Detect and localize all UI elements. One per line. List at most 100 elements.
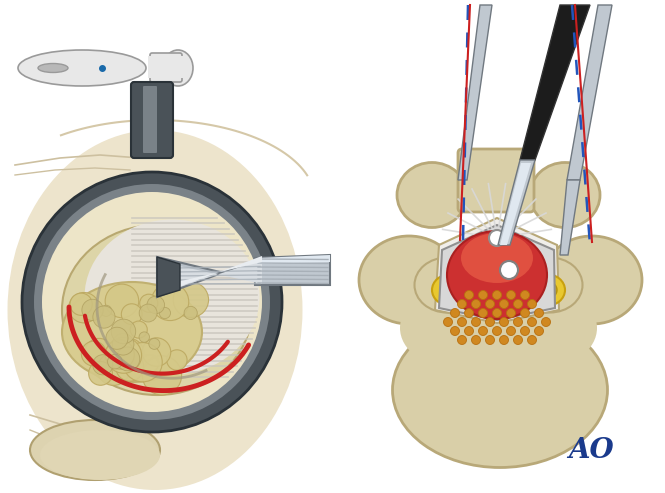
Ellipse shape	[30, 420, 160, 480]
Circle shape	[527, 317, 537, 326]
Circle shape	[68, 292, 99, 323]
Circle shape	[149, 338, 160, 350]
Circle shape	[147, 296, 164, 314]
Circle shape	[464, 326, 473, 336]
Ellipse shape	[400, 288, 510, 368]
Ellipse shape	[7, 130, 303, 490]
Circle shape	[507, 326, 515, 336]
Ellipse shape	[359, 236, 459, 324]
Circle shape	[84, 338, 113, 367]
Polygon shape	[439, 225, 555, 320]
Ellipse shape	[530, 163, 600, 227]
Circle shape	[471, 317, 481, 326]
Circle shape	[130, 321, 147, 338]
Circle shape	[521, 326, 529, 336]
Polygon shape	[160, 256, 262, 294]
Circle shape	[458, 336, 467, 345]
Circle shape	[139, 332, 150, 342]
Circle shape	[97, 353, 130, 386]
Circle shape	[100, 305, 112, 317]
Circle shape	[139, 354, 159, 374]
Circle shape	[105, 340, 134, 369]
Polygon shape	[500, 163, 531, 245]
Circle shape	[105, 284, 139, 317]
Circle shape	[81, 341, 106, 366]
Circle shape	[489, 230, 505, 246]
Ellipse shape	[432, 274, 470, 306]
Ellipse shape	[40, 430, 160, 480]
Circle shape	[535, 326, 543, 336]
Circle shape	[142, 356, 182, 395]
Circle shape	[82, 299, 103, 320]
Circle shape	[173, 282, 209, 317]
Circle shape	[139, 304, 157, 322]
Polygon shape	[458, 5, 492, 180]
Ellipse shape	[487, 288, 597, 368]
Polygon shape	[157, 257, 262, 297]
Ellipse shape	[62, 225, 252, 395]
Circle shape	[151, 283, 189, 320]
Circle shape	[140, 294, 158, 312]
Circle shape	[93, 306, 115, 328]
Circle shape	[92, 354, 113, 375]
Circle shape	[479, 290, 487, 300]
Circle shape	[507, 290, 515, 300]
Polygon shape	[255, 255, 330, 285]
Circle shape	[500, 261, 518, 279]
Polygon shape	[170, 260, 262, 290]
Circle shape	[121, 304, 142, 324]
FancyBboxPatch shape	[148, 56, 183, 78]
Circle shape	[479, 326, 487, 336]
Circle shape	[22, 172, 282, 432]
Circle shape	[450, 326, 460, 336]
FancyBboxPatch shape	[150, 53, 182, 82]
Circle shape	[458, 300, 467, 309]
Circle shape	[527, 300, 537, 309]
Circle shape	[444, 317, 452, 326]
FancyBboxPatch shape	[131, 82, 173, 158]
Circle shape	[485, 317, 495, 326]
Ellipse shape	[163, 50, 193, 86]
Circle shape	[458, 317, 467, 326]
Circle shape	[464, 309, 473, 317]
Ellipse shape	[461, 233, 533, 283]
Circle shape	[450, 309, 460, 317]
Ellipse shape	[527, 274, 565, 306]
Ellipse shape	[440, 281, 462, 299]
Ellipse shape	[392, 313, 608, 467]
Circle shape	[70, 293, 92, 316]
Circle shape	[471, 336, 481, 345]
Circle shape	[521, 290, 529, 300]
Circle shape	[42, 192, 262, 412]
Text: AO: AO	[568, 436, 614, 463]
Circle shape	[116, 353, 144, 381]
Circle shape	[499, 300, 509, 309]
Ellipse shape	[84, 219, 259, 375]
Circle shape	[106, 327, 128, 350]
Polygon shape	[257, 255, 330, 264]
Polygon shape	[567, 5, 612, 180]
Ellipse shape	[542, 236, 642, 324]
Circle shape	[493, 326, 501, 336]
Ellipse shape	[62, 282, 202, 382]
Circle shape	[513, 317, 523, 326]
Circle shape	[88, 361, 112, 386]
Ellipse shape	[38, 64, 68, 72]
Ellipse shape	[517, 257, 583, 313]
Polygon shape	[435, 218, 559, 323]
Circle shape	[108, 354, 122, 369]
Circle shape	[521, 309, 529, 317]
Ellipse shape	[414, 257, 479, 313]
Circle shape	[34, 184, 270, 420]
Circle shape	[106, 337, 142, 373]
Circle shape	[527, 336, 537, 345]
Ellipse shape	[535, 281, 557, 299]
Polygon shape	[498, 160, 535, 245]
Circle shape	[112, 333, 134, 355]
Circle shape	[471, 300, 481, 309]
Circle shape	[142, 338, 171, 366]
Polygon shape	[560, 180, 580, 255]
Circle shape	[485, 336, 495, 345]
Circle shape	[493, 290, 501, 300]
Circle shape	[535, 309, 543, 317]
